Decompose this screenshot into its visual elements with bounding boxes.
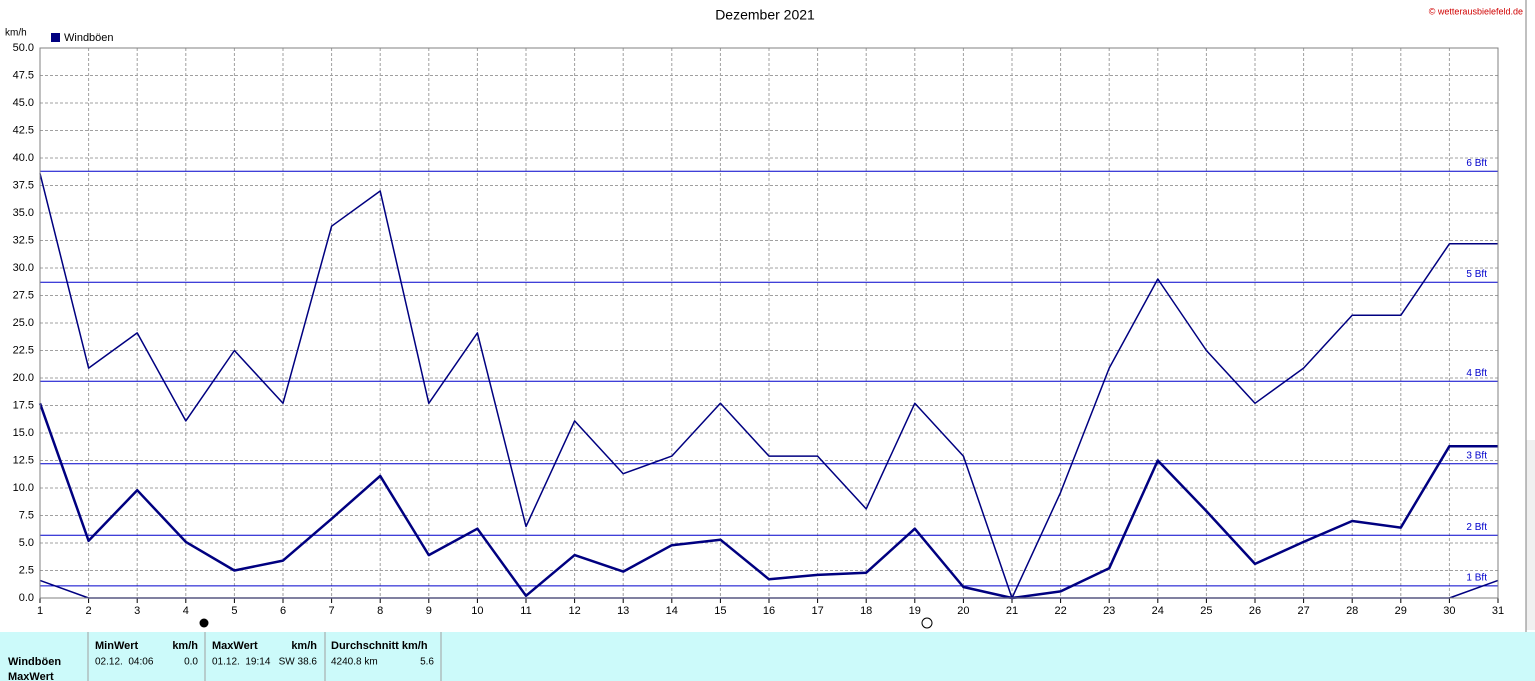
x-tick-label: 18 (860, 605, 872, 617)
y-tick-label: 30.0 (13, 262, 34, 274)
beaufort-label: 4 Bft (1466, 368, 1487, 379)
y-tick-label: 25.0 (13, 317, 34, 329)
y-tick-label: 2.5 (19, 564, 34, 576)
x-tick-label: 3 (134, 605, 140, 617)
x-tick-label: 8 (377, 605, 383, 617)
series-line (38, 402, 1498, 600)
x-tick-label: 1 (37, 605, 43, 617)
x-tick-label: 20 (957, 605, 969, 617)
x-tick-label: 9 (426, 605, 432, 617)
legend-label: Windböen (64, 32, 114, 44)
window-edge (1526, 440, 1535, 630)
x-tick-label: 28 (1346, 605, 1358, 617)
x-tick-label: 22 (1054, 605, 1066, 617)
x-tick-label: 6 (280, 605, 286, 617)
x-tick-label: 21 (1006, 605, 1018, 617)
stats-panel-rest (442, 632, 1535, 681)
y-axis-label: km/h (5, 28, 27, 39)
x-tick-label: 24 (1152, 605, 1164, 617)
x-tick-label: 25 (1200, 605, 1212, 617)
x-tick-label: 13 (617, 605, 629, 617)
series-line (39, 173, 1498, 599)
x-tick-label: 19 (909, 605, 921, 617)
y-tick-label: 50.0 (13, 42, 34, 54)
x-tick-label: 5 (231, 605, 237, 617)
stats-cell: 5.6 (420, 657, 434, 668)
x-tick-label: 31 (1492, 605, 1504, 617)
y-tick-label: 37.5 (13, 179, 34, 191)
y-tick-label: 17.5 (13, 399, 34, 411)
beaufort-label: 3 Bft (1466, 450, 1487, 461)
x-tick-label: 2 (86, 605, 92, 617)
y-tick-label: 20.0 (13, 372, 34, 384)
y-tick-label: 15.0 (13, 427, 34, 439)
stats-header: MaxWert (212, 640, 258, 652)
y-tick-label: 10.0 (13, 482, 34, 494)
stats-row-label: Windböen (8, 656, 61, 668)
x-tick-label: 17 (811, 605, 823, 617)
stats-cell: 0.0 (184, 657, 198, 668)
stats-cell: 02.12. 04:06 (95, 657, 154, 668)
plot: 0.0 2.5 5.0 7.5 10.0 12.5 15.0 17.5 20.0 22.5 25.0… (13, 42, 1505, 617)
moon-full (921, 617, 933, 629)
source: © wetterausbielefeld.de (1429, 6, 1523, 16)
stats-header: MinWert (95, 640, 139, 652)
stats-cell: 01.12. 19:14 (212, 657, 271, 668)
x-tick-label: 4 (183, 605, 189, 617)
y-tick-label: 22.5 (13, 344, 34, 356)
y-tick-label: 32.5 (13, 234, 34, 246)
y-tick-label: 0.0 (19, 592, 34, 604)
y-tick-label: 27.5 (13, 289, 34, 301)
x-tick-label: 27 (1297, 605, 1309, 617)
stats-header: km/h (291, 640, 317, 652)
y-tick-label: 5.0 (19, 537, 34, 549)
y-tick-label: 7.5 (19, 509, 34, 521)
x-tick-label: 23 (1103, 605, 1115, 617)
x-tick-label: 14 (666, 605, 678, 617)
x-tick-label: 30 (1443, 605, 1455, 617)
stats-cell: 4240.8 km (331, 657, 378, 668)
stats-cell: SW 38.6 (279, 657, 318, 668)
y-tick-label: 45.0 (13, 97, 34, 109)
y-tick-label: 35.0 (13, 207, 34, 219)
x-tick-label: 7 (329, 605, 335, 617)
plot-frame (39, 47, 1499, 599)
stats-header: km/h (172, 640, 198, 652)
beaufort-label: 6 Bft (1466, 158, 1487, 169)
y-tick-label: 40.0 (13, 152, 34, 164)
stats-row-label: MaxWert (8, 671, 54, 681)
beaufort-label: 5 Bft (1466, 269, 1487, 280)
stats-header: Durchschnitt km/h (331, 640, 428, 652)
y-tick-label: 47.5 (13, 69, 34, 81)
x-tick-label: 16 (763, 605, 775, 617)
chart-title: Dezember 2021 (715, 7, 815, 23)
beaufort-label: 2 Bft (1466, 522, 1487, 533)
moon-new (199, 618, 209, 628)
legend-swatch (51, 33, 60, 42)
y-tick-label: 42.5 (13, 124, 34, 136)
y-tick-label: 12.5 (13, 454, 34, 466)
x-tick-label: 11 (520, 605, 531, 617)
stats-headers: MinWert km/h MaxWert km/h Durchschnitt k… (95, 640, 428, 652)
x-tick-label: 12 (568, 605, 580, 617)
x-tick-label: 10 (471, 605, 483, 617)
stats-separators (87, 632, 442, 681)
x-tick-label: 26 (1249, 605, 1261, 617)
x-tick-label: 29 (1395, 605, 1407, 617)
beaufort-label: 1 Bft (1466, 573, 1487, 584)
x-tick-label: 15 (714, 605, 726, 617)
